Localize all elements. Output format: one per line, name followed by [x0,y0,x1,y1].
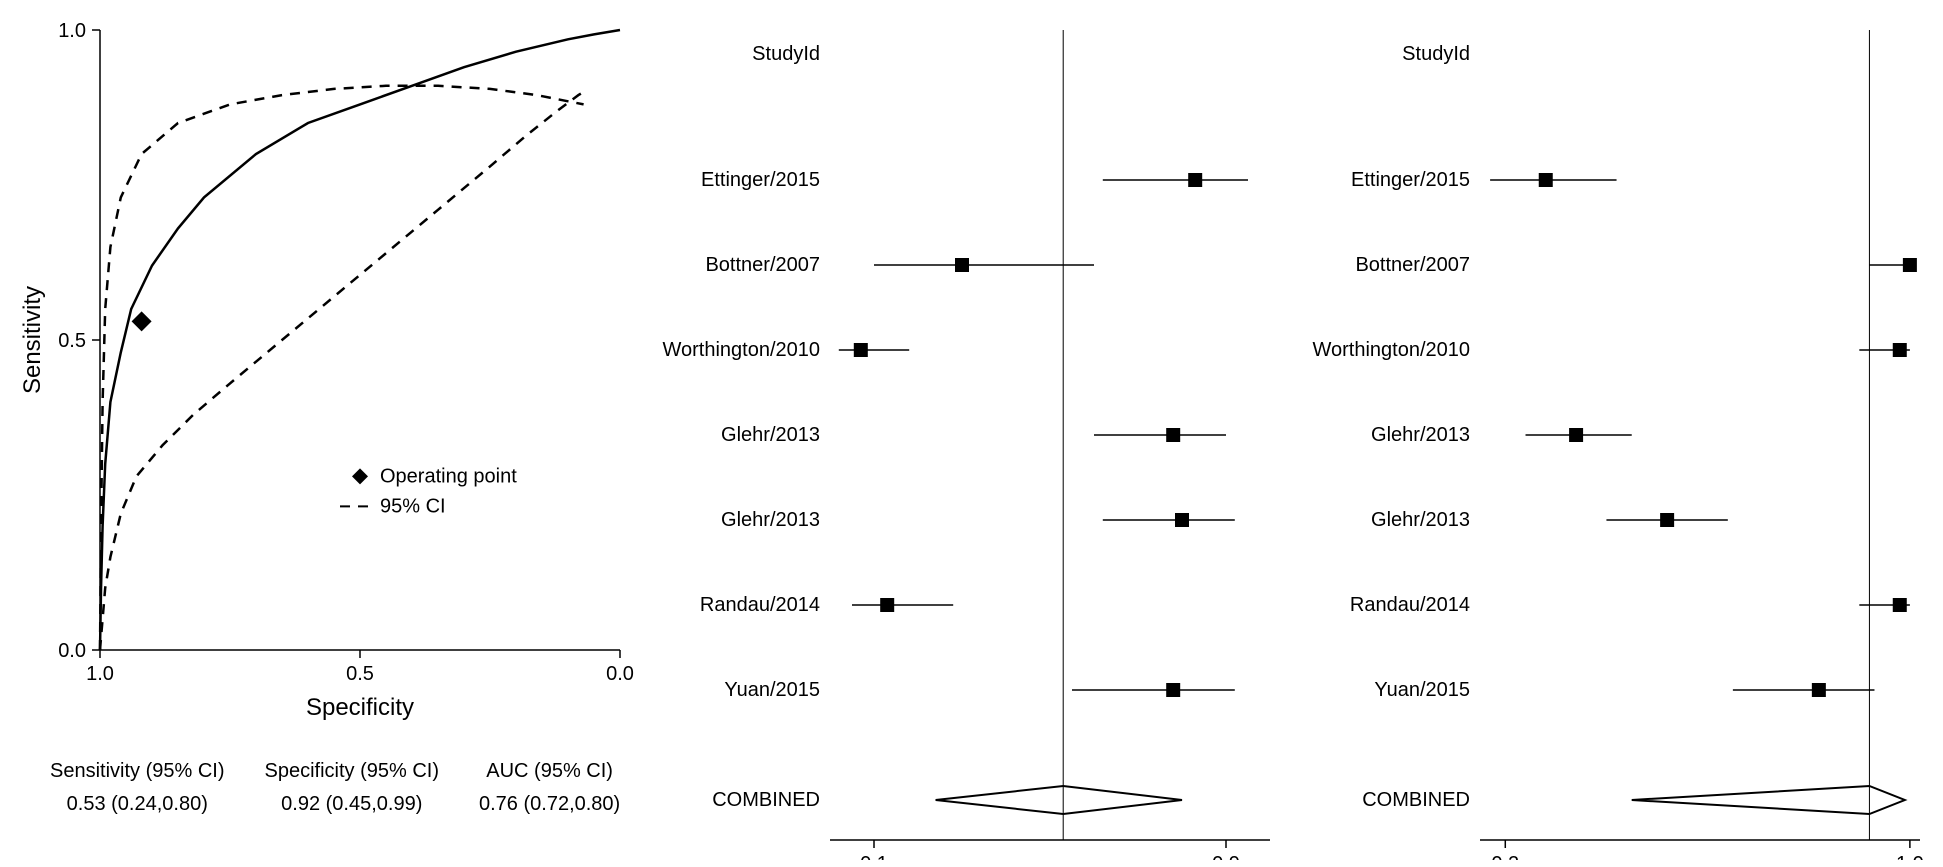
sroc-chart: 1.0 0.5 0.0 0.0 0.5 1.0 Specificity Sensitivity… [10,10,650,720]
svg-text:Bottner/2007: Bottner/2007 [705,254,820,276]
stat-spec-header: Specificity (95% CI) [265,760,440,783]
svg-text:Glehr/2013: Glehr/2013 [1371,509,1470,531]
svg-text:Randau/2014: Randau/2014 [700,594,820,616]
svg-text:COMBINED: COMBINED [1362,789,1470,811]
svg-text:Worthington/2010: Worthington/2010 [662,339,820,361]
svg-text:StudyId: StudyId [752,43,820,65]
svg-text:Ettinger/2015: Ettinger/2015 [701,169,820,191]
stat-sens-header: Sensitivity (95% CI) [50,760,225,783]
svg-text:Yuan/2015: Yuan/2015 [1374,679,1470,701]
stat-auc-header: AUC (95% CI) [479,760,620,783]
svg-text:1.0: 1.0 [86,663,114,685]
stat-specificity: Specificity (95% CI) 0.92 (0.45,0.99) [265,760,440,816]
svg-text:0.2: 0.2 [1491,853,1519,860]
svg-text:Glehr/2013: Glehr/2013 [721,424,820,446]
stat-sens-value: 0.53 (0.24,0.80) [50,793,225,816]
svg-text:Yuan/2015: Yuan/2015 [724,679,820,701]
svg-text:Bottner/2007: Bottner/2007 [1355,254,1470,276]
svg-text:Sensitivity: Sensitivity [19,286,46,394]
svg-text:0.5: 0.5 [58,330,86,352]
svg-text:StudyId: StudyId [1402,43,1470,65]
svg-text:Glehr/2013: Glehr/2013 [1371,424,1470,446]
svg-text:0.9: 0.9 [1212,853,1240,860]
svg-text:1.0: 1.0 [58,20,86,42]
svg-text:0.0: 0.0 [606,663,634,685]
svg-text:Glehr/2013: Glehr/2013 [721,509,820,531]
svg-text:1.0: 1.0 [1896,853,1924,860]
stat-spec-value: 0.92 (0.45,0.99) [265,793,440,816]
summary-stats: Sensitivity (95% CI) 0.53 (0.24,0.80) Sp… [50,760,620,816]
svg-text:Specificity: Specificity [306,694,414,720]
figure-root: 1.0 0.5 0.0 0.0 0.5 1.0 Specificity Sensitivity… [0,0,1943,867]
svg-text:0.1: 0.1 [860,853,888,860]
svg-text:Ettinger/2015: Ettinger/2015 [1351,169,1470,191]
svg-text:0.5: 0.5 [346,663,374,685]
forest-plots: StudyId Ettinger/2015 Bottner/2007 Worthing… [650,10,1940,860]
svg-text:COMBINED: COMBINED [712,789,820,811]
stat-auc: AUC (95% CI) 0.76 (0.72,0.80) [479,760,620,816]
svg-text:Worthington/2010: Worthington/2010 [1312,339,1470,361]
svg-text:0.0: 0.0 [58,640,86,662]
svg-text:Operating point: Operating point [380,465,517,487]
stat-auc-value: 0.76 (0.72,0.80) [479,793,620,816]
stat-sensitivity: Sensitivity (95% CI) 0.53 (0.24,0.80) [50,760,225,816]
svg-text:Randau/2014: Randau/2014 [1350,594,1470,616]
svg-text:95% CI: 95% CI [380,495,446,517]
